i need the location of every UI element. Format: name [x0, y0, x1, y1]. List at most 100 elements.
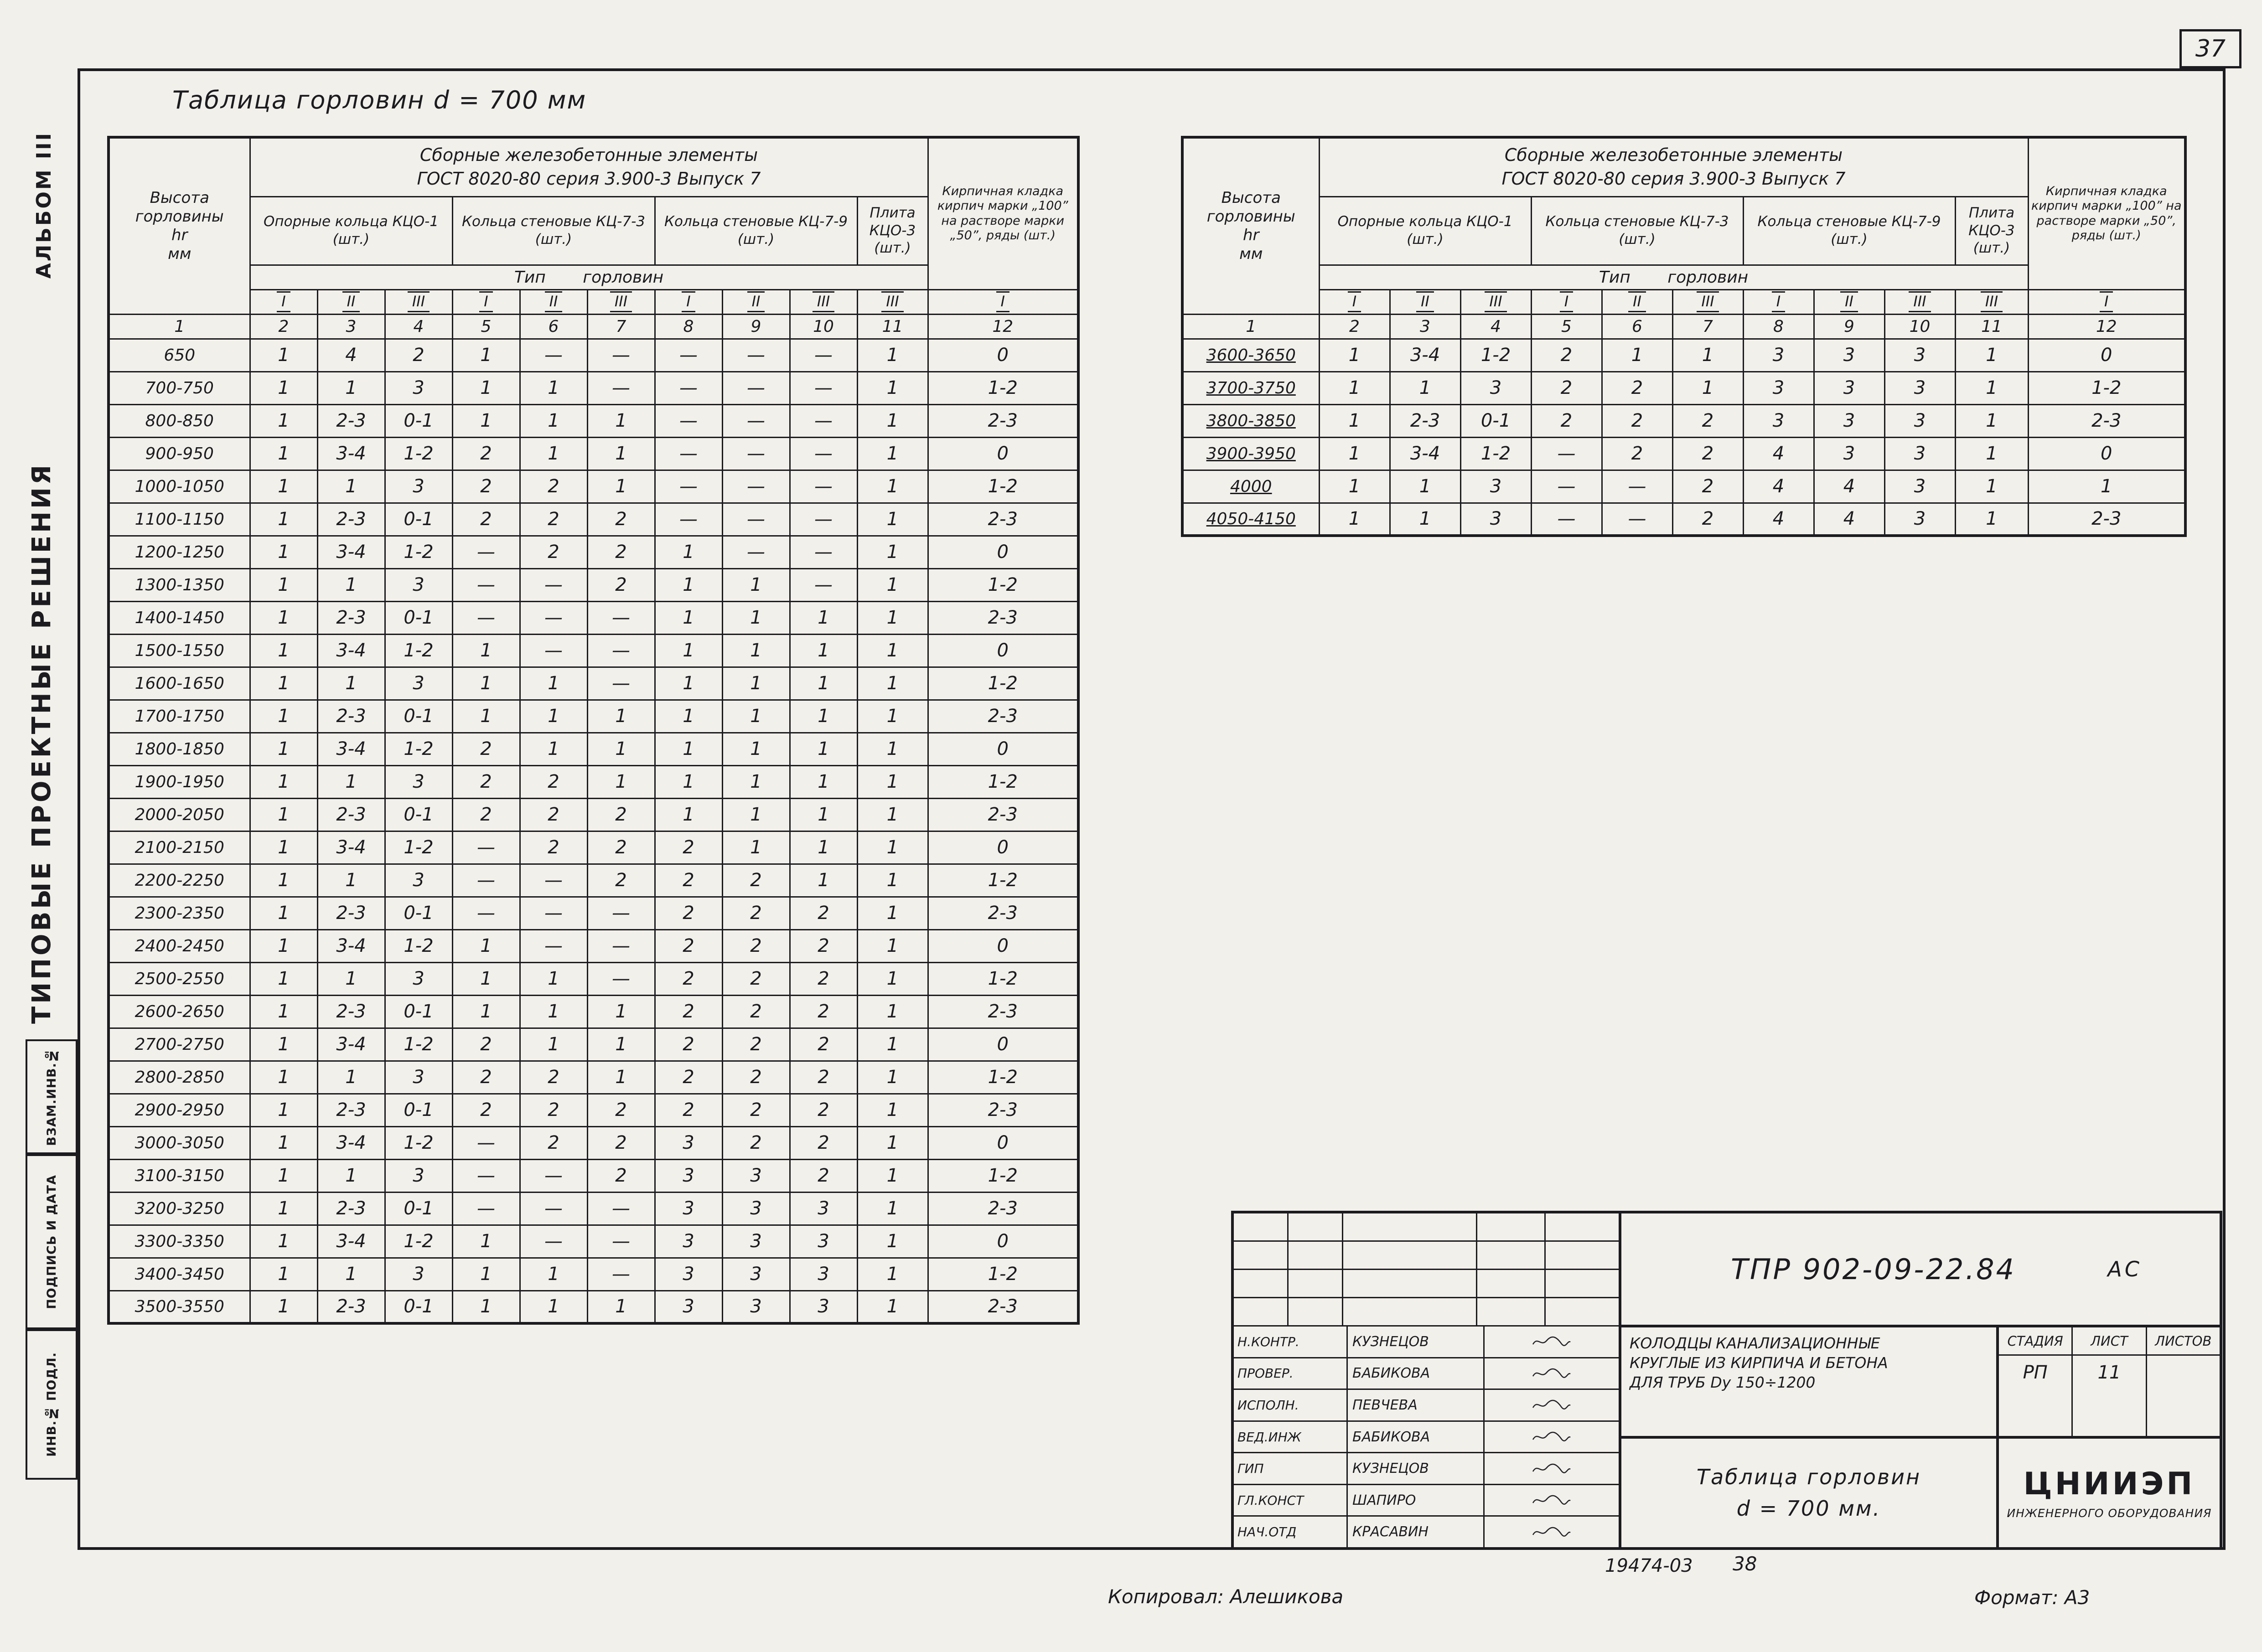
table-cell: 4 — [1742, 469, 1815, 504]
table-cell: — — [1601, 502, 1673, 537]
table-cell: 1 — [249, 1093, 318, 1127]
table-cell: 1-2 — [384, 436, 453, 471]
table-cell: 2 — [519, 535, 588, 569]
group-kco1: Опорные кольца КЦО-1 (шт.) — [1318, 196, 1532, 266]
table-cell: 0 — [927, 436, 1079, 471]
table-cell: — — [721, 535, 791, 569]
table-cell: 1-2 — [384, 1224, 453, 1259]
height-cell: 1100-1150 — [108, 502, 251, 537]
table-row: 900-950 1 3-4 1-2 2 1 1— — —1 0 — [108, 436, 1079, 471]
table-cell: — — [1601, 469, 1673, 504]
elements-group-header: Сборные железобетонные элементы ГОСТ 802… — [1318, 136, 2029, 197]
group-kc73: Кольца стеновые КЦ-7-3 (шт.) — [1530, 196, 1744, 266]
signature-role: ИСПОЛН. — [1234, 1390, 1348, 1420]
table-cell: 2-3 — [927, 1191, 1079, 1226]
roman-header: III — [1460, 289, 1532, 315]
table-cell: 2 — [451, 1060, 521, 1094]
table-cell: 2-3 — [927, 699, 1079, 733]
table-cell: 1-2 — [927, 1158, 1079, 1193]
table-row: 2500-2550 1 1 3 1 1—2 2 2 1 1-2 — [108, 961, 1079, 996]
table-cell: 2 — [654, 1060, 723, 1094]
table-cell: 2 — [789, 1060, 858, 1094]
table-cell: 2-3 — [2027, 403, 2186, 438]
table-cell: 1-2 — [927, 1060, 1079, 1094]
signature-role: Н.КОНТР. — [1234, 1327, 1348, 1357]
table-cell: 2 — [789, 961, 858, 996]
col-number: 7 — [586, 313, 656, 340]
col-number: 9 — [721, 313, 791, 340]
table-cell: — — [789, 436, 858, 471]
table-cell: 2 — [1672, 469, 1744, 504]
height-cell: 3400-3450 — [108, 1257, 251, 1291]
table-cell: 2 — [654, 1093, 723, 1127]
table-cell: 1 — [721, 699, 791, 733]
table-cell: 1 — [856, 1191, 929, 1226]
page-number-box: 37 — [2179, 29, 2241, 68]
height-cell: 2500-2550 — [108, 961, 251, 996]
table-cell: 1 — [249, 666, 318, 701]
group-header-line1: Сборные железобетонные элементы — [419, 145, 758, 165]
table-cell: 2 — [451, 1027, 521, 1062]
table-cell: 2 — [586, 830, 656, 865]
table-cell: 2 — [789, 1125, 858, 1160]
group-header-line1: Сборные железобетонные элементы — [1504, 145, 1843, 165]
table-cell: 1 — [1318, 436, 1391, 471]
col-number: 10 — [789, 313, 858, 340]
revision-cell — [1343, 1298, 1477, 1327]
table-cell: 1-2 — [1460, 338, 1532, 372]
height-cell: 900-950 — [108, 436, 251, 471]
table-row: 2000-2050 1 2-3 0-1 2 2 2 1 1 1 1 2-3 — [108, 797, 1079, 832]
table-cell: 1 — [856, 732, 929, 766]
table-cell: — — [654, 371, 723, 405]
table-cell: 1 — [249, 1027, 318, 1062]
table-cell: 2-3 — [316, 502, 386, 537]
table-cell: — — [789, 568, 858, 602]
order-number: 19474-03 — [1605, 1555, 1693, 1576]
table-cell: 2 — [451, 469, 521, 504]
table-cell: 1 — [249, 338, 318, 372]
col-number: 2 — [1318, 313, 1391, 340]
margin-box-vzam-inv: ВЗАМ.ИНВ.№ — [26, 1039, 78, 1154]
table-cell: 1 — [249, 1125, 318, 1160]
table-cell: 3 — [1742, 371, 1815, 405]
table-cell: 1 — [519, 666, 588, 701]
table-cell: 0 — [927, 830, 1079, 865]
signature-role: НАЧ.ОТД — [1234, 1517, 1348, 1548]
table-cell: 1 — [316, 764, 386, 799]
revision-cell — [1477, 1270, 1546, 1298]
table-cell: 1 — [586, 1060, 656, 1094]
col-number: 1 — [108, 313, 251, 340]
table-cell: 1 — [1954, 469, 2029, 504]
table-row: 2800-2850 1 1 3 2 2 1 2 2 2 1 1-2 — [108, 1060, 1079, 1094]
album-label: АЛЬБОМ III — [32, 131, 56, 279]
table-cell: 1 — [1601, 338, 1673, 372]
height-cell: 1200-1250 — [108, 535, 251, 569]
table-cell: 2 — [1672, 502, 1744, 537]
table-row: 800-850 1 2-3 0-1 1 1 1— — —1 2-3 — [108, 403, 1079, 438]
table-row: 2300-2350 1 2-3 0-1— — —2 2 2 1 2-3 — [108, 896, 1079, 930]
table-cell: 0-1 — [384, 896, 453, 930]
table-cell: 3 — [654, 1257, 723, 1291]
table-cell: 2-3 — [927, 502, 1079, 537]
height-cell: 3800-3850 — [1181, 403, 1320, 438]
height-cell: 3000-3050 — [108, 1125, 251, 1160]
table-cell: 1 — [654, 568, 723, 602]
signature-mark — [1485, 1390, 1619, 1420]
table-cell: 2-3 — [927, 797, 1079, 832]
height-cell: 3600-3650 — [1181, 338, 1320, 372]
revision-cell — [1289, 1242, 1343, 1270]
table-cell: 1 — [249, 600, 318, 635]
table-cell: 1 — [721, 732, 791, 766]
roman-header: III — [1884, 289, 1956, 315]
roman-header: I — [2027, 289, 2186, 315]
col-number: 6 — [519, 313, 588, 340]
roman-header: II — [1813, 289, 1885, 315]
revision-cell — [1546, 1213, 1619, 1242]
signature-mark — [1485, 1517, 1619, 1547]
height-cell: 1000-1050 — [108, 469, 251, 504]
table-cell: 1-2 — [927, 863, 1079, 898]
table-cell: 1-2 — [384, 1027, 453, 1062]
table-cell: 1 — [586, 994, 656, 1029]
col-number: 11 — [856, 313, 929, 340]
roman-header: I — [451, 289, 521, 315]
